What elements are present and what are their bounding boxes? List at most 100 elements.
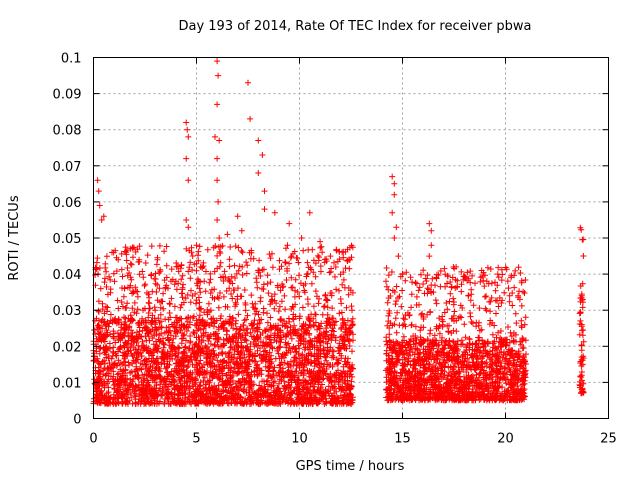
data-point [191, 261, 198, 268]
data-point [131, 244, 137, 251]
data-point [123, 249, 130, 256]
data-point [101, 360, 108, 367]
data-point [149, 373, 156, 380]
data-point [288, 284, 295, 291]
data-point [241, 317, 248, 324]
data-point [254, 320, 261, 327]
data-point [323, 357, 330, 364]
data-point [157, 368, 163, 375]
data-point [135, 350, 141, 357]
data-point [291, 293, 298, 300]
data-point [169, 346, 176, 353]
data-point [338, 309, 345, 316]
data-point [220, 293, 227, 300]
data-point [197, 306, 203, 313]
data-point [99, 316, 106, 323]
data-point [129, 360, 136, 367]
data-point [206, 308, 213, 315]
data-point [201, 374, 208, 381]
data-point [220, 357, 227, 364]
data-point [241, 327, 247, 334]
data-point [168, 351, 175, 358]
data-point [180, 281, 187, 288]
data-point [289, 250, 296, 257]
data-point [120, 325, 127, 332]
data-point [181, 385, 188, 392]
data-point [178, 276, 185, 283]
data-point [163, 243, 170, 250]
data-point [273, 390, 280, 397]
data-point [271, 364, 278, 371]
data-point [231, 287, 238, 294]
data-point [290, 304, 297, 310]
data-point [252, 353, 258, 360]
data-point [180, 322, 187, 329]
data-point [216, 248, 223, 255]
data-point [117, 366, 124, 373]
data-point [181, 358, 188, 365]
data-point [144, 252, 151, 259]
data-point [245, 353, 252, 360]
data-point [257, 294, 264, 301]
data-point [346, 338, 353, 345]
data-point [283, 384, 290, 391]
data-point [259, 355, 266, 361]
data-point [339, 336, 346, 343]
data-point [227, 372, 234, 379]
data-point [250, 255, 257, 262]
data-point [116, 345, 123, 352]
data-point [282, 393, 289, 399]
data-point [299, 382, 306, 389]
data-point [329, 362, 336, 368]
data-point [241, 359, 248, 366]
data-point [287, 389, 294, 395]
data-point [182, 344, 188, 351]
data-point [226, 256, 233, 263]
data-point [261, 388, 268, 395]
data-point [229, 280, 236, 287]
data-point [250, 339, 257, 345]
data-point [349, 365, 356, 372]
data-point [130, 376, 137, 383]
data-point [251, 390, 258, 397]
data-point [315, 257, 322, 264]
data-point [314, 344, 320, 351]
data-point [337, 392, 344, 399]
data-point [149, 352, 156, 359]
data-point [171, 365, 178, 372]
data-point [118, 266, 125, 273]
data-point [216, 400, 223, 407]
data-point [281, 292, 288, 299]
data-point [348, 378, 355, 385]
data-point [323, 329, 330, 336]
data-point [237, 349, 244, 356]
data-point [126, 323, 133, 330]
data-point [217, 250, 224, 257]
data-point [119, 400, 126, 407]
data-point [122, 351, 129, 358]
data-point [127, 376, 134, 383]
data-point [105, 389, 112, 396]
data-point [224, 380, 231, 387]
data-point [283, 277, 290, 283]
data-point [253, 325, 260, 332]
data-point [132, 284, 139, 291]
data-point [127, 260, 134, 267]
data-point [264, 398, 271, 405]
data-point [179, 330, 186, 337]
data-point [259, 285, 265, 292]
data-point [243, 389, 250, 396]
data-point [207, 341, 214, 347]
data-point [91, 357, 98, 364]
data-point [228, 343, 235, 350]
data-point [306, 373, 313, 380]
data-point [190, 313, 197, 320]
data-point [302, 379, 309, 386]
data-point [157, 311, 164, 318]
data-point [99, 300, 106, 307]
data-point [157, 299, 163, 306]
data-point [204, 361, 211, 368]
data-point [419, 310, 426, 317]
data-point [323, 351, 330, 358]
